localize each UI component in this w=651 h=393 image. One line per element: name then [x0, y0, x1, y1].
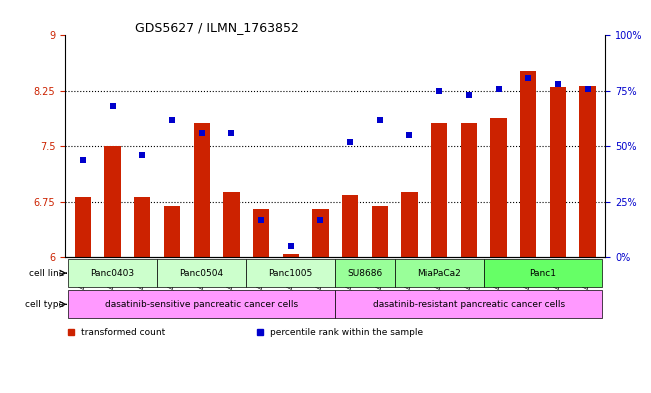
- Text: SU8686: SU8686: [348, 268, 383, 277]
- Bar: [253, 209, 270, 257]
- Point: [464, 92, 474, 99]
- Point: [256, 217, 266, 223]
- Bar: [283, 254, 299, 257]
- Text: Panc1: Panc1: [529, 268, 557, 277]
- Bar: [193, 123, 210, 257]
- Point: [553, 81, 563, 87]
- Bar: [104, 147, 121, 257]
- Bar: [461, 123, 477, 257]
- Point: [345, 139, 355, 145]
- Bar: [520, 71, 536, 257]
- FancyBboxPatch shape: [246, 259, 335, 287]
- Point: [523, 74, 533, 81]
- Text: percentile rank within the sample: percentile rank within the sample: [270, 328, 424, 337]
- Point: [583, 86, 593, 92]
- Bar: [490, 118, 506, 257]
- Point: [315, 217, 326, 223]
- Text: Panc0504: Panc0504: [180, 268, 224, 277]
- Point: [167, 117, 177, 123]
- FancyBboxPatch shape: [68, 290, 335, 318]
- FancyBboxPatch shape: [484, 259, 602, 287]
- Text: dasatinib-sensitive pancreatic cancer cells: dasatinib-sensitive pancreatic cancer ce…: [105, 300, 298, 309]
- Point: [374, 117, 385, 123]
- Bar: [75, 197, 91, 257]
- Point: [77, 156, 88, 163]
- Point: [107, 103, 118, 110]
- FancyBboxPatch shape: [335, 290, 602, 318]
- Bar: [134, 197, 150, 257]
- Point: [404, 132, 415, 138]
- FancyBboxPatch shape: [395, 259, 484, 287]
- Point: [286, 243, 296, 250]
- Point: [137, 152, 148, 158]
- Bar: [342, 195, 358, 257]
- Bar: [549, 87, 566, 257]
- Bar: [579, 86, 596, 257]
- Bar: [164, 206, 180, 257]
- Text: Panc1005: Panc1005: [269, 268, 313, 277]
- Text: cell line: cell line: [29, 268, 64, 277]
- Text: Panc0403: Panc0403: [90, 268, 135, 277]
- Point: [226, 130, 236, 136]
- Text: cell type: cell type: [25, 300, 64, 309]
- Point: [197, 130, 207, 136]
- Point: [434, 88, 445, 94]
- Bar: [312, 209, 329, 257]
- Bar: [372, 206, 388, 257]
- FancyBboxPatch shape: [335, 259, 395, 287]
- Bar: [401, 192, 418, 257]
- Text: dasatinib-resistant pancreatic cancer cells: dasatinib-resistant pancreatic cancer ce…: [373, 300, 565, 309]
- Text: MiaPaCa2: MiaPaCa2: [417, 268, 461, 277]
- FancyBboxPatch shape: [157, 259, 246, 287]
- Text: transformed count: transformed count: [81, 328, 165, 337]
- Point: [493, 86, 504, 92]
- FancyBboxPatch shape: [68, 259, 157, 287]
- Bar: [223, 192, 240, 257]
- Text: GDS5627 / ILMN_1763852: GDS5627 / ILMN_1763852: [135, 21, 299, 34]
- Bar: [431, 123, 447, 257]
